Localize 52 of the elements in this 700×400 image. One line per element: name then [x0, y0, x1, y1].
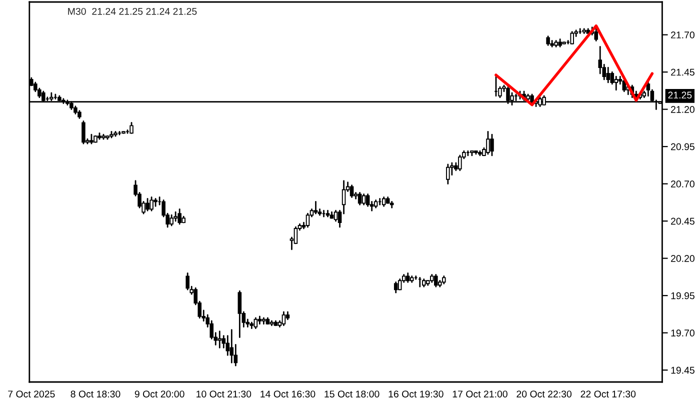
candlestick: [614, 76, 618, 91]
candlestick: [434, 274, 438, 288]
candlestick: [150, 196, 154, 212]
candlestick: [394, 281, 398, 294]
candlestick: [146, 198, 150, 212]
candlestick: [170, 214, 174, 226]
candlestick: [130, 122, 134, 134]
candlestick: [446, 164, 450, 184]
x-tick-label: 8 Oct 18:30: [70, 390, 120, 398]
y-tick-label: 21.20: [671, 106, 694, 113]
y-tick-label: 21.45: [671, 68, 694, 76]
candlestick: [458, 154, 462, 172]
chart-title: M30 21.24 21.25 21.24 21.25: [68, 8, 197, 15]
y-tick-label: 20.20: [671, 255, 694, 262]
x-tick-label: 14 Oct 16:30: [260, 390, 316, 398]
y-tick-label: 19.70: [671, 330, 694, 336]
x-tick-label: 16 Oct 19:30: [388, 390, 444, 398]
x-tick-label: 17 Oct 21:00: [452, 390, 508, 398]
candlestick: [398, 278, 402, 290]
candlestick: [82, 120, 86, 144]
candlestick: [314, 200, 318, 214]
candlestick: [178, 208, 182, 225]
x-tick-label: 22 Oct 17:30: [580, 390, 636, 398]
x-tick-label: 20 Oct 22:30: [516, 390, 572, 398]
candlestick: [186, 272, 190, 290]
candlestick: [238, 290, 242, 338]
candlestick: [490, 134, 494, 156]
y-tick-label: 19.95: [671, 292, 694, 300]
candlestick: [218, 330, 222, 348]
ref-line-label: 21.25: [668, 92, 692, 99]
candlestick: [486, 130, 490, 155]
y-tick-label: 21.70: [671, 32, 694, 38]
candlestick: [230, 329, 234, 364]
x-tick-label: 10 Oct 21:30: [196, 390, 252, 398]
y-tick-label: 20.95: [671, 143, 694, 150]
candlestick: [570, 31, 574, 44]
x-tick-label: 15 Oct 18:00: [324, 390, 380, 398]
y-tick-label: 19.45: [671, 366, 694, 374]
y-tick-label: 20.45: [671, 218, 694, 225]
candlestick: [594, 28, 598, 42]
candlestick: [606, 66, 610, 84]
line-series: [494, 24, 654, 106]
candlestick: [282, 311, 286, 326]
candlestick: [334, 210, 338, 222]
candlestick: [362, 194, 366, 206]
candlestick: [306, 212, 310, 228]
y-tick-label: 20.70: [671, 180, 694, 188]
x-tick-label: 9 Oct 20:00: [134, 390, 184, 398]
candlestick: [358, 192, 362, 206]
candlestick: [254, 317, 258, 330]
x-tick-label: 7 Oct 2025: [8, 390, 55, 398]
candlestick: [350, 184, 354, 198]
